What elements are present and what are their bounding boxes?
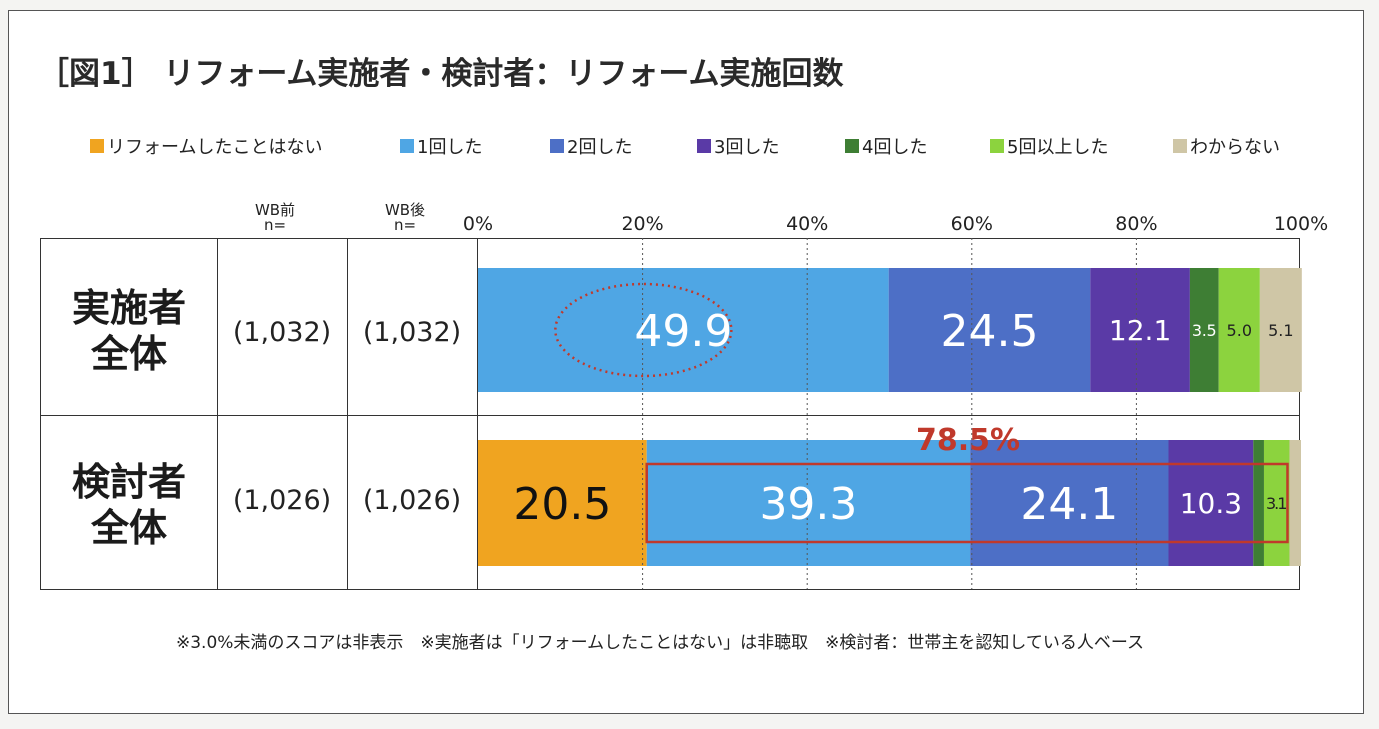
page-title: ［図1］ リフォーム実施者・検討者：リフォーム実施回数 [38,56,844,92]
data-label: 39.3 [759,479,857,530]
table-divider [347,239,348,589]
data-label: 5.0 [1227,321,1252,340]
legend-label: 1回した [417,137,483,158]
row-label-implementers: 実施者 全体 [41,285,217,377]
n-after-value: (1,026) [362,485,462,516]
x-tick-label: 20% [621,213,663,235]
n-after-value: (1,032) [362,317,462,348]
legend-label: 5回以上した [1007,137,1109,158]
x-tick-label: 100% [1274,213,1328,235]
x-tick-label: 60% [951,213,993,235]
highlight-ellipse [554,282,733,378]
bar-segment [1168,440,1254,566]
bar-segment [1259,268,1302,392]
table-divider [41,415,1299,416]
bar-segment [1218,268,1260,392]
bar-segment [970,440,1169,566]
data-label: 24.1 [1020,479,1118,530]
legend-swatch [550,139,564,153]
chart-table: 実施者 全体 検討者 全体 (1,032) (1,032) (1,026) (1… [40,238,1300,590]
x-tick-label: 40% [786,213,828,235]
bar-segment [1090,268,1190,392]
footnotes: ※3.0%未満のスコアは非表示 ※実施者は「リフォームしたことはない」は非聴取 … [176,633,1145,653]
n-before-value: (1,026) [232,485,332,516]
bar-segment [478,440,647,566]
legend-item: 2回した [550,134,632,158]
table-divider [217,239,218,589]
data-label: 3.1 [1266,494,1288,513]
chart-legend: リフォームしたことはない 1回した 2回した 3回した 4回した 5回以上した わからない [90,134,1320,158]
highlight-box-label: 78.5% [916,423,1020,458]
data-label: 10.3 [1180,487,1242,520]
column-header-line: WB後 [384,201,426,219]
row-label-line: 全体 [90,506,167,550]
data-label: 3.5 [1192,321,1217,340]
column-header-wb-after: WB後 n= [370,203,440,233]
data-label: 49.9 [634,306,732,357]
bar-segment [888,268,1091,392]
legend-item: リフォームしたことはない [90,134,322,158]
row-label-line: 実施者 [71,286,186,330]
bar-segment [1253,440,1264,566]
table-divider [477,239,478,589]
row-label-line: 検討者 [71,460,186,504]
data-label: 12.1 [1109,314,1171,347]
legend-item: 4回した [845,134,927,158]
x-tick-label: 0% [463,213,493,235]
legend-item: 3回した [697,134,779,158]
highlight-box [645,462,1289,544]
bar-segment [646,440,971,566]
row-label-considerers: 検討者 全体 [41,459,217,551]
legend-label: 3回した [714,137,780,158]
column-header-line: WB前 [254,201,296,219]
legend-swatch [845,139,859,153]
legend-swatch [400,139,414,153]
legend-label: 2回した [567,137,633,158]
legend-item: 1回した [400,134,482,158]
bar-segment [1189,268,1219,392]
row-label-line: 全体 [90,332,167,376]
legend-label: わからない [1190,137,1280,158]
legend-item: 5回以上した [990,134,1108,158]
legend-swatch [90,139,104,153]
legend-swatch [697,139,711,153]
legend-item: わからない [1173,134,1280,158]
column-header-wb-before: WB前 n= [240,203,310,233]
x-tick-label: 80% [1115,213,1157,235]
n-before-value: (1,032) [232,317,332,348]
data-label: 5.1 [1268,321,1293,340]
data-label: 20.5 [513,479,611,530]
legend-label: 4回した [862,137,928,158]
data-label: 24.5 [941,306,1039,357]
column-header-line: n= [393,216,417,234]
bar-segment [1289,440,1301,566]
legend-swatch [990,139,1004,153]
legend-swatch [1173,139,1187,153]
bar-segment [1263,440,1290,566]
column-header-line: n= [263,216,287,234]
legend-label: リフォームしたことはない [107,137,323,158]
